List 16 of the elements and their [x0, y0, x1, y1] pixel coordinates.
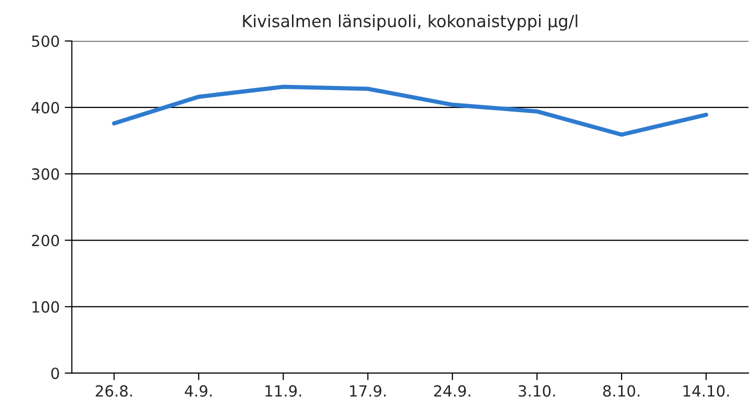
x-tick-label: 11.9.: [266, 385, 302, 397]
x-tick-label: 3.10.: [518, 385, 555, 397]
y-tick-label: 200: [32, 234, 59, 246]
x-tick-label: 8.10.: [603, 385, 640, 397]
line-series: [112, 84, 708, 137]
y-tick-label: 500: [32, 35, 59, 48]
y-tick-label: 0: [51, 368, 59, 380]
x-tick-label: 14.10.: [684, 385, 729, 397]
y-tick-label: 300: [32, 168, 59, 180]
y-tick-label: 100: [32, 301, 59, 313]
chart-title: Kivisalmen länsipuoli, kokonaistyppi µg/l: [243, 14, 578, 31]
x-tick-label: 4.9.: [184, 385, 212, 397]
x-tick-label: 26.8.: [96, 385, 132, 397]
x-tick-label: 24.9.: [434, 385, 470, 397]
x-tick-label: 17.9.: [350, 385, 386, 397]
y-tick-label: 400: [32, 102, 59, 114]
